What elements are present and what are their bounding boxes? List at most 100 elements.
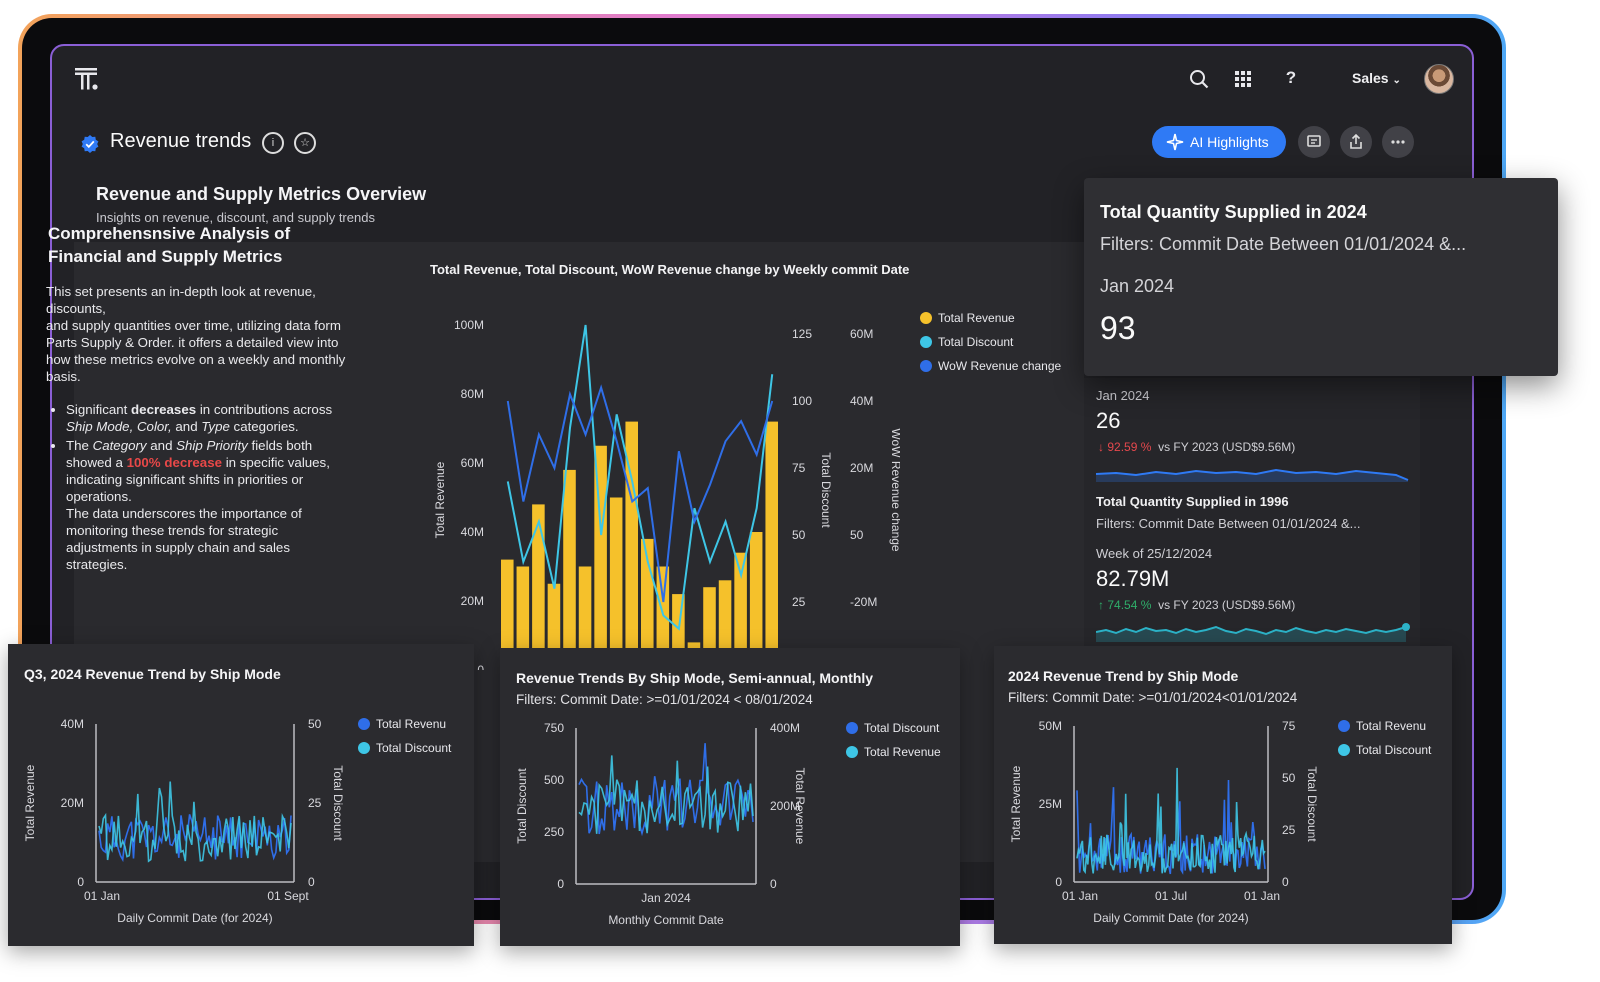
- kpi2-period: Week of 25/12/2024: [1096, 546, 1213, 561]
- semiannual-revenue-chart[interactable]: 0 250 500 750 0 200M 400M Total Discount Total R…: [512, 714, 842, 944]
- legend-label: Total Discount: [376, 741, 452, 755]
- comment-button[interactable]: [1298, 126, 1330, 158]
- chart-card-q3[interactable]: Q3, 2024 Revenue Trend by Ship Mode 0 20M…: [8, 644, 474, 946]
- bullet-text: The data underscores the importance of m…: [66, 506, 302, 572]
- ai-highlights-button[interactable]: AI Highlights: [1152, 126, 1286, 158]
- card-title: 2024 Revenue Trend by Ship Mode: [1008, 668, 1239, 684]
- comment-icon: [1307, 135, 1321, 147]
- kpi2-value: 82.79M: [1096, 566, 1170, 591]
- y-axis-label: Total Revenue: [1009, 765, 1023, 842]
- y2-tick-label: 25: [792, 595, 806, 609]
- analysis-body: This set presents an in-depth look at re…: [46, 283, 346, 575]
- x-tick-label: Jan 2024: [641, 891, 691, 905]
- legend-item[interactable]: Total Revenu: [358, 712, 451, 736]
- analysis-bullets: Significant decreases in contributions a…: [46, 401, 346, 573]
- y2-axis-label: Total Discount: [1305, 766, 1319, 842]
- y2-tick-label: 75: [792, 461, 806, 475]
- y3-tick-label: 60M: [850, 327, 873, 341]
- y3-tick-label: 20M: [850, 461, 873, 475]
- kpi2-filters: Filters: Commit Date Between 01/01/2024 …: [1096, 516, 1361, 531]
- kpi-popup-card[interactable]: Total Quantity Supplied in 2024 Filters:…: [1084, 178, 1558, 376]
- legend-label: Total Revenu: [376, 717, 447, 731]
- more-options-button[interactable]: [1382, 126, 1414, 158]
- chart-card-2024[interactable]: 2024 Revenue Trend by Ship Mode Filters:…: [994, 646, 1452, 944]
- y-axis-label: Total Discount: [515, 768, 529, 844]
- x-tick-label: 01 Jul: [1155, 889, 1187, 903]
- legend-item[interactable]: Total Revenue: [846, 740, 941, 764]
- main-chart-legend: Total Revenue Total Discount WoW Revenue…: [920, 306, 1061, 378]
- kpi1-delta-value: 92.59 %: [1107, 440, 1152, 454]
- bullet-italic: Category: [92, 438, 147, 453]
- help-icon[interactable]: ?: [1285, 68, 1297, 87]
- favorite-star-icon[interactable]: ☆: [294, 132, 316, 154]
- info-icon[interactable]: i: [262, 132, 284, 154]
- chart-card-semiannual[interactable]: Revenue Trends By Ship Mode, Semi-annual…: [500, 648, 960, 946]
- x-axis-label: Daily Commit Date (for 2024): [1093, 911, 1248, 925]
- legend-item[interactable]: Total Discount: [358, 736, 451, 760]
- kpi2-title: Total Quantity Supplied in 1996: [1096, 494, 1289, 509]
- y-tick-label: 40M: [461, 525, 484, 539]
- revenue-bar: [594, 445, 607, 670]
- y-tick-label: 40M: [61, 717, 84, 731]
- bullet-1: Significant decreases in contributions a…: [66, 401, 346, 435]
- wow-line: [506, 384, 774, 603]
- revenue-bar: [501, 559, 514, 670]
- verified-badge-icon: [81, 135, 99, 153]
- bullet-text: The: [66, 438, 93, 453]
- org-label: Sales: [1352, 70, 1389, 86]
- bullet-text: and: [171, 419, 202, 434]
- y3-tick-label: -20M: [850, 595, 877, 609]
- y-tick-label: 0: [557, 877, 564, 891]
- bullet-text: and: [146, 438, 177, 453]
- revenue-line: [578, 743, 754, 837]
- legend-dot: [846, 722, 858, 734]
- bullet-text: in contributions across: [196, 402, 333, 417]
- kpi1-compare: vs FY 2023 (USD$9.56M): [1158, 440, 1296, 454]
- sparkle-icon: [1166, 133, 1184, 151]
- legend-item[interactable]: Total Discount: [846, 716, 941, 740]
- legend-item[interactable]: Total Discount: [1338, 738, 1431, 762]
- card-filters: Filters: Commit Date: >=01/01/2024<01/01…: [1008, 690, 1298, 705]
- legend-item-revenue[interactable]: Total Revenue: [920, 306, 1061, 330]
- y-tick-label: 0: [477, 663, 484, 670]
- legend-item[interactable]: Total Revenu: [1338, 714, 1431, 738]
- legend-item-wow[interactable]: WoW Revenue change: [920, 354, 1061, 378]
- kpi-panel: Jan 2024 26 ↓ 92.59 % vs FY 2023 (USD$9.…: [1084, 378, 1420, 646]
- avatar[interactable]: [1424, 64, 1454, 94]
- share-button[interactable]: [1340, 126, 1372, 158]
- revenue-2024-chart[interactable]: 0 25M 50M 0 25 50 75 Total Revenue Total Discoun…: [1006, 712, 1336, 942]
- kpi1-sparkline: [1096, 468, 1409, 482]
- legend-dot: [1338, 744, 1350, 756]
- q3-revenue-chart[interactable]: 0 20M 40M 0 25 50 Total Revenue Total Discount 0…: [20, 692, 350, 942]
- legend-dot: [1338, 720, 1350, 732]
- y-tick-label: 0: [77, 875, 84, 889]
- kpi2-delta-value: 74.54 %: [1107, 598, 1152, 612]
- kpi1-period: Jan 2024: [1096, 388, 1150, 403]
- y2-tick-label: 400M: [770, 721, 800, 735]
- bullet-text: fields both showed a: [66, 438, 313, 470]
- kpi1-delta: ↓ 92.59 % vs FY 2023 (USD$9.56M): [1098, 440, 1295, 454]
- thoughtspot-logo-icon[interactable]: [74, 66, 100, 92]
- search-icon[interactable]: [1188, 68, 1210, 90]
- main-combo-chart[interactable]: 0 20M 40M 60M 80M 100M 25 50 75 100 125 -20M 50 20M 40…: [430, 300, 900, 670]
- apps-grid-icon[interactable]: [1232, 68, 1254, 90]
- bullet-bold: decreases: [131, 402, 197, 417]
- card-title: Q3, 2024 Revenue Trend by Ship Mode: [24, 666, 281, 682]
- main-chart-title: Total Revenue, Total Discount, WoW Reven…: [430, 262, 910, 277]
- chevron-down-icon: ⌄: [1392, 75, 1401, 86]
- revenue-bar: [734, 552, 747, 670]
- popup-value: 93: [1100, 310, 1136, 346]
- title-row: Revenue trends i ☆ AI Highlights: [80, 126, 1460, 160]
- org-switcher[interactable]: Sales ⌄: [1352, 70, 1401, 86]
- arrow-down-icon: ↓: [1098, 440, 1104, 454]
- legend-label: Total Discount: [938, 335, 1014, 349]
- bullet-italic: Ship Priority: [176, 438, 248, 453]
- legend-dot: [920, 312, 932, 324]
- discount-line: [578, 755, 754, 834]
- x-axis-label: Monthly Commit Date: [608, 913, 724, 927]
- legend-item-discount[interactable]: Total Discount: [920, 330, 1061, 354]
- analysis-title: Comprehensnsive Analysis of Financial an…: [48, 224, 291, 266]
- y2-tick-label: 50: [1282, 771, 1296, 785]
- analysis-intro-1: This set presents an in-depth look at re…: [46, 284, 316, 316]
- y-tick-label: 20M: [461, 594, 484, 608]
